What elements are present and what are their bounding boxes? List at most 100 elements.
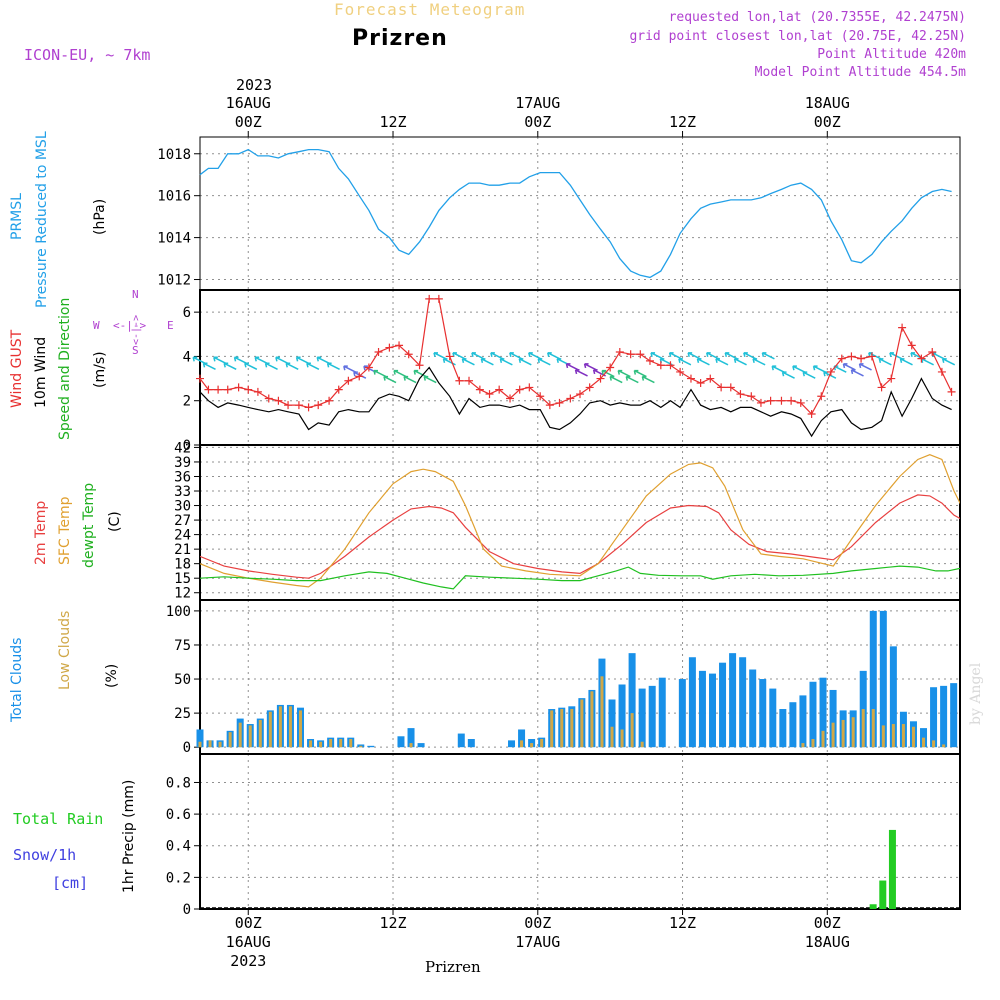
y-tick-label: 36 — [174, 469, 191, 485]
low-cloud-bar — [841, 719, 845, 748]
gust-marker — [887, 374, 896, 383]
wind-arrow — [762, 352, 775, 360]
wind-arrow — [921, 358, 934, 366]
total-cloud-bar — [739, 657, 747, 748]
gust-marker — [857, 354, 866, 363]
wind-dir-label: Speed and Direction — [57, 297, 73, 440]
gust-marker — [847, 352, 856, 361]
gust-marker — [274, 396, 283, 405]
wind-arrow — [223, 362, 237, 370]
wind-arrow-head — [668, 352, 674, 358]
compass-west-label: W — [93, 319, 100, 332]
wind-arrow — [650, 352, 664, 360]
gust-marker — [787, 396, 796, 405]
total-cloud-bar — [678, 679, 686, 748]
wind-arrow-head — [706, 352, 711, 358]
precip-rain-label: Total Rain — [13, 810, 104, 828]
wind-arrow-head — [696, 358, 702, 364]
gust-line — [199, 298, 953, 416]
wind-arrow — [433, 352, 447, 360]
wind-arrow — [244, 362, 258, 370]
low-cloud-bar — [932, 740, 936, 748]
top-hour-label: 00Z — [813, 113, 841, 131]
wind-arrow-head — [625, 375, 631, 381]
wind10-line — [199, 366, 952, 438]
gust-marker — [645, 356, 654, 365]
wind-arrow — [500, 358, 513, 366]
wind-arrow — [393, 369, 407, 378]
gust-marker — [917, 354, 926, 363]
wind-unit-label: (m/s) — [92, 351, 108, 388]
total-cloud-bar — [869, 610, 877, 748]
wind-arrow-head — [556, 358, 562, 364]
wind-arrow — [792, 365, 806, 373]
rain-bar — [879, 880, 887, 909]
wind-arrow-head — [878, 358, 884, 364]
y-tick-label: 30 — [174, 499, 191, 515]
gust-marker — [555, 398, 564, 407]
clouds-unit-label: (%) — [104, 663, 120, 688]
total-cloud-bar — [698, 670, 706, 748]
total-cloud-bar — [518, 729, 526, 748]
low-cloud-bar — [208, 740, 212, 748]
wind-arrow-head — [752, 358, 758, 364]
wind-arrow — [452, 352, 466, 360]
wind-arrow — [192, 356, 206, 364]
y-tick-label: 42 — [174, 440, 191, 456]
compass-horizontal-arrow: <-|-> — [113, 319, 147, 332]
gust-marker — [485, 390, 494, 399]
wind-arrow — [669, 352, 682, 360]
gust-marker — [525, 383, 534, 392]
wind-arrow-head — [812, 365, 818, 371]
compass-north-label: N — [132, 288, 139, 301]
total-cloud-bar — [719, 662, 727, 748]
wind-10m-label: 10m Wind — [33, 336, 49, 408]
wind-arrow-head — [461, 358, 467, 364]
wind-arrow — [752, 358, 766, 366]
gust-marker — [234, 383, 243, 392]
low-cloud-bar — [349, 739, 353, 748]
wind-arrow — [234, 356, 247, 364]
y-tick-label: 0 — [183, 438, 191, 454]
low-cloud-bar — [298, 710, 302, 748]
wind-arrow-head — [743, 352, 748, 358]
wind-arrow — [634, 369, 647, 378]
wind-arrow-head — [899, 358, 905, 364]
gust-marker — [506, 394, 515, 403]
wind-arrow-head — [202, 362, 208, 368]
top-hour-label: 12Z — [379, 113, 407, 131]
gust-marker — [515, 385, 524, 394]
low-cloud-bar — [409, 743, 413, 748]
wind-arrow — [537, 358, 551, 366]
gust-marker — [495, 385, 504, 394]
total-cloud-bar — [628, 653, 636, 748]
meteogram-panels: 1012101410161018024612151821242730333639… — [157, 131, 961, 918]
low-cloud-bar — [590, 691, 594, 748]
gust-marker — [545, 401, 554, 410]
low-cloud-bar — [530, 743, 534, 748]
low-cloud-bar — [871, 709, 875, 748]
y-tick-label: 18 — [174, 557, 191, 573]
low-cloud-bar — [550, 710, 554, 748]
wind-arrow-head — [633, 369, 639, 375]
wind-arrow-head — [547, 352, 552, 358]
requested-coords: requested lon,lat (20.7355E, 42.2475N) — [668, 10, 966, 25]
bottom-day-label: 18AUG — [804, 933, 850, 951]
wind-arrow — [306, 362, 320, 370]
wind-arrow-head — [650, 352, 656, 358]
rain-bar — [888, 829, 896, 909]
gust-marker — [374, 348, 383, 356]
precip-snow-unit-label: [cm] — [52, 874, 89, 892]
total-cloud-bar — [940, 685, 948, 748]
top-year-label: 2023 — [235, 76, 273, 94]
wind-arrow — [609, 375, 623, 384]
wind-arrow — [213, 356, 227, 364]
total-cloud-bar — [688, 657, 696, 748]
y-tick-label: 24 — [174, 528, 191, 544]
wind-arrow — [851, 369, 864, 377]
pressure-desc-label: Pressure Reduced to MSL — [34, 131, 50, 308]
wind-arrow — [383, 375, 397, 384]
wind-arrow-head — [733, 358, 739, 364]
wind-arrow — [879, 358, 892, 366]
gust-marker — [415, 361, 424, 370]
